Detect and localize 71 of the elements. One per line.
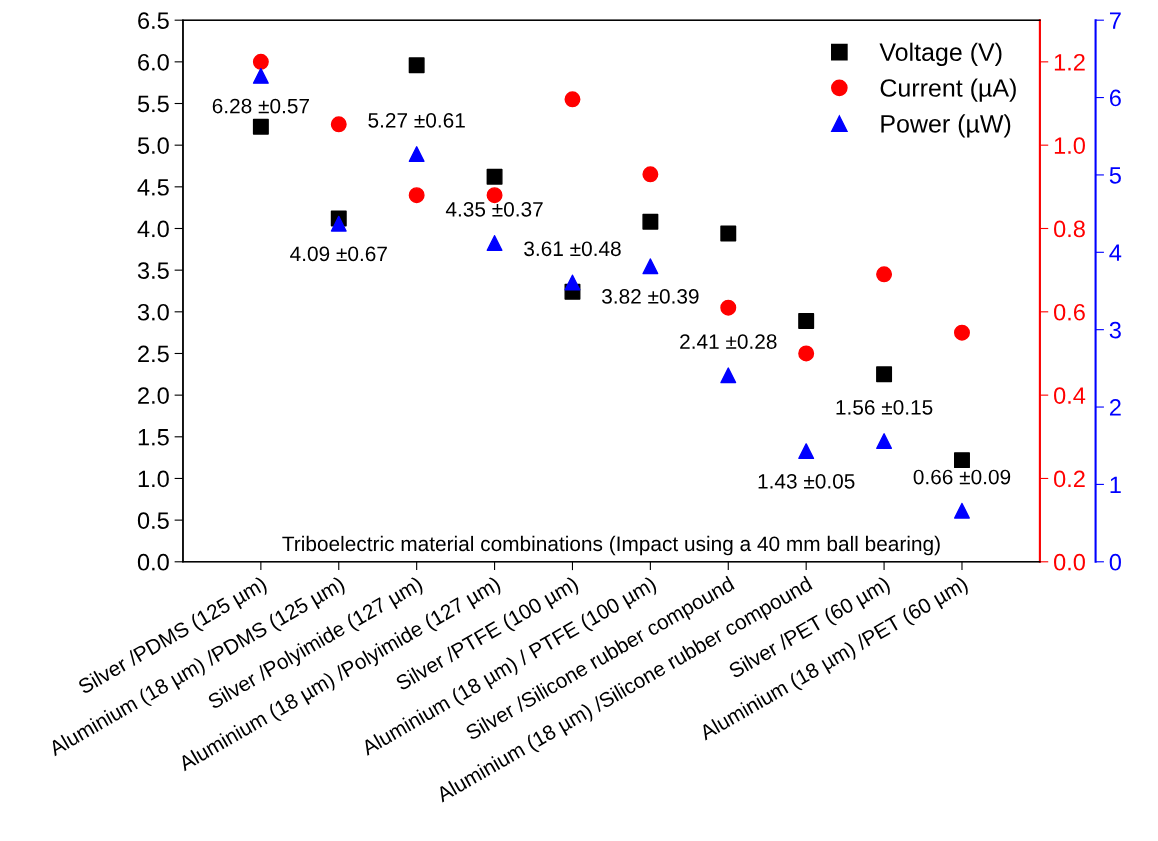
- annotation: Triboelectric material combinations (Impact using a 40 mm ball bearing): [282, 535, 940, 556]
- point: [564, 274, 581, 291]
- data-label: 3.61 ±0.48: [524, 241, 621, 257]
- point: [720, 299, 737, 316]
- point: [330, 116, 347, 133]
- y3-tick-label: 2: [1109, 399, 1121, 416]
- y-tick-label: 4.0: [137, 220, 169, 238]
- data-label: 6.28 ±0.57: [212, 98, 309, 114]
- y-tick-label: 2.5: [138, 345, 169, 363]
- point: [798, 345, 815, 362]
- legend-label: Current (µA): [880, 78, 1016, 102]
- y2-tick-label: 0.4: [1054, 387, 1086, 404]
- y2-tick-label: 0.8: [1054, 220, 1085, 238]
- y3-tick-label: 6: [1109, 89, 1121, 107]
- data-label: 1.56 ±0.15: [836, 400, 933, 415]
- point: [876, 366, 893, 383]
- point: [408, 146, 425, 163]
- point: [408, 187, 425, 204]
- legend-label: Voltage (V): [879, 42, 1002, 66]
- y-tick-label: 6.5: [138, 12, 169, 29]
- point: [954, 452, 970, 469]
- data-label: 4.09 ±0.67: [290, 246, 387, 262]
- y2-tick-label: 0.0: [1054, 553, 1085, 571]
- point: [954, 502, 970, 519]
- point: [876, 433, 893, 450]
- y-tick-label: 6.0: [138, 53, 169, 71]
- point: [408, 57, 425, 74]
- y-tick-label: 1.5: [138, 429, 169, 446]
- y-tick-label: 5.0: [137, 137, 169, 154]
- data-label: 5.27 ±0.61: [368, 112, 465, 128]
- y-tick-label: 2.0: [138, 387, 169, 404]
- point: [486, 187, 503, 204]
- legend-label: Power (µW): [881, 114, 1011, 138]
- point: [252, 53, 269, 70]
- point: [330, 215, 347, 232]
- point: [486, 168, 503, 185]
- y3-tick-label: 1: [1110, 476, 1121, 493]
- point: [564, 91, 581, 108]
- y2-tick-label: 1.2: [1054, 53, 1085, 71]
- point: [252, 67, 269, 84]
- y3-tick-label: 4: [1109, 244, 1122, 261]
- y2-tick-label: 0.6: [1054, 303, 1085, 321]
- point: [954, 324, 970, 341]
- y3-tick-label: 0: [1109, 553, 1121, 571]
- y2-tick-label: 1.0: [1054, 137, 1085, 154]
- y2-tick-label: 0.2: [1054, 470, 1085, 488]
- y3-tick-label: 7: [1109, 12, 1121, 29]
- point: [876, 266, 893, 283]
- point: [642, 213, 659, 230]
- point: [642, 166, 659, 183]
- y-tick-label: 0.5: [137, 512, 169, 529]
- data-label: 2.41 ±0.28: [680, 334, 777, 349]
- data-label: 1.43 ±0.05: [758, 473, 855, 489]
- y-tick-label: 4.5: [137, 179, 169, 196]
- point: [252, 118, 269, 135]
- y3-tick-label: 3: [1109, 321, 1121, 339]
- data-label: 4.35 ±0.37: [445, 201, 543, 217]
- y3-tick-label: 5: [1109, 167, 1121, 184]
- y-tick-label: 1.0: [138, 470, 169, 488]
- data-label: 0.66 ±0.09: [913, 469, 1011, 485]
- point: [720, 225, 737, 242]
- point: [720, 367, 737, 384]
- y-tick-label: 3.0: [137, 303, 169, 321]
- point: [798, 443, 815, 460]
- point: [798, 313, 815, 329]
- point: [642, 258, 659, 275]
- y-tick-label: 3.5: [137, 262, 169, 279]
- y-tick-label: 0.0: [137, 553, 169, 571]
- y-tick-label: 5.5: [137, 95, 169, 113]
- point: [486, 235, 503, 251]
- data-label: 3.82 ±0.39: [602, 289, 699, 304]
